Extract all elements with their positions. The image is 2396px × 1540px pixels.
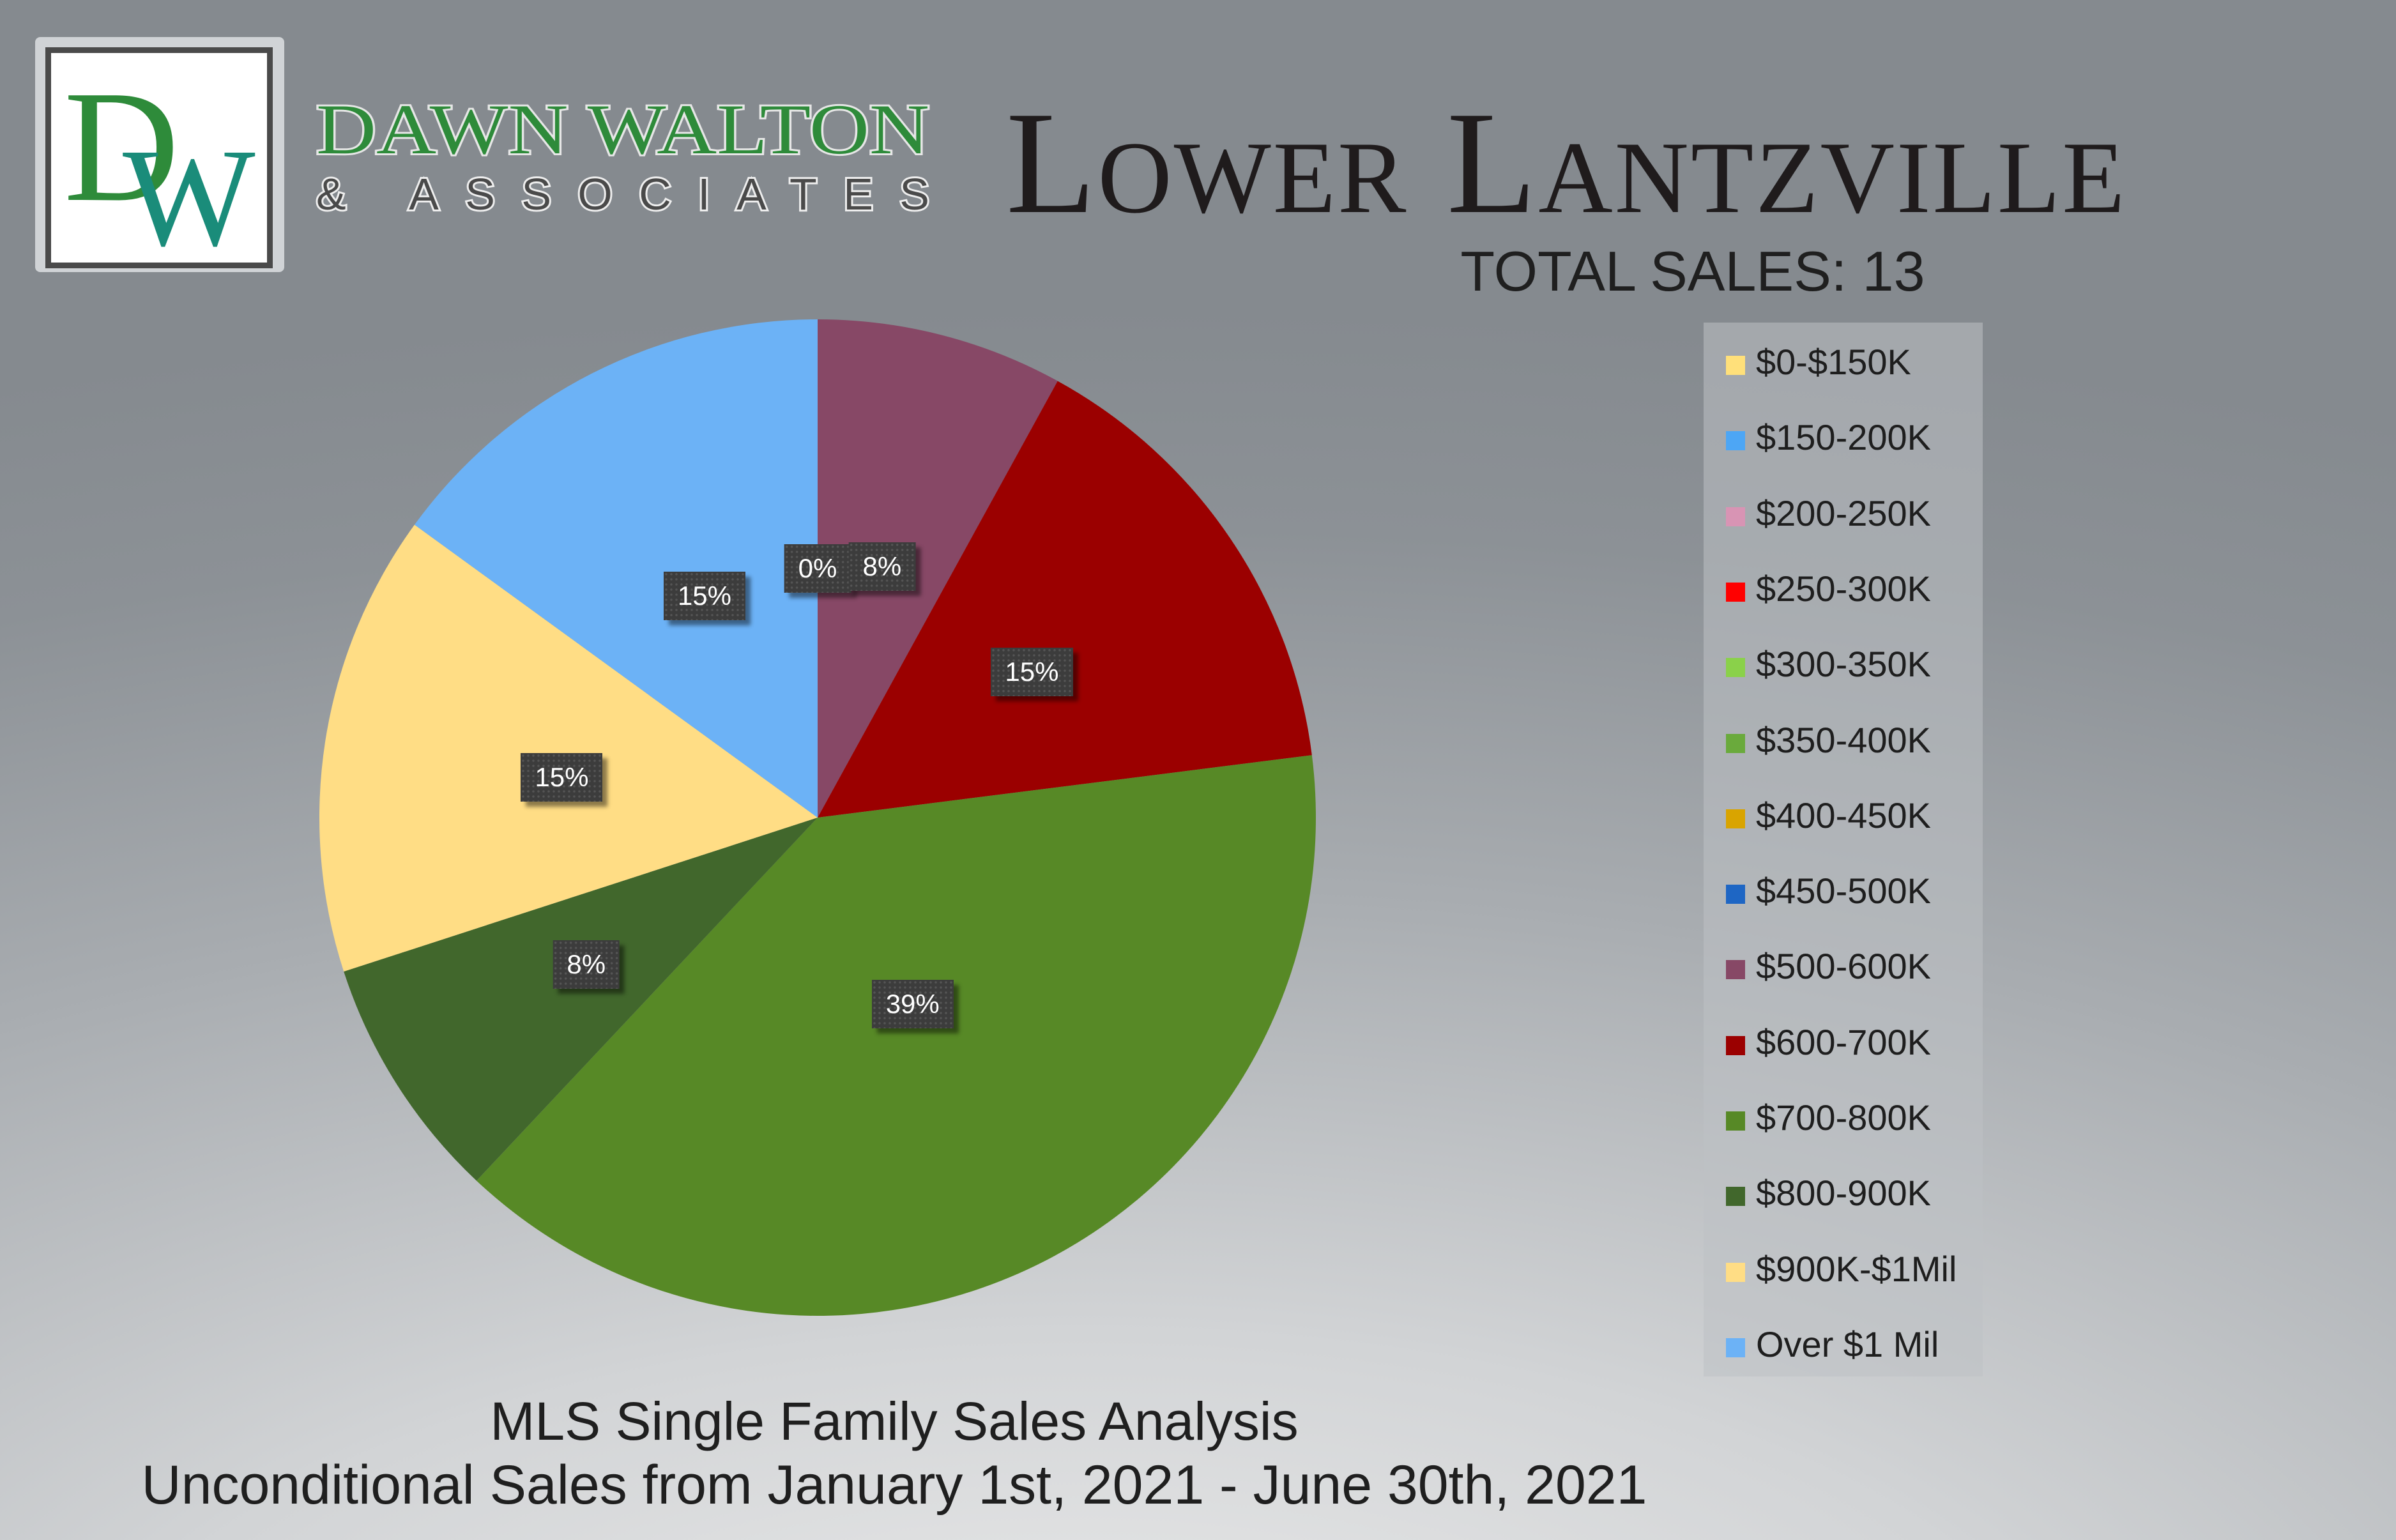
pie-slices (319, 319, 1316, 1316)
legend-swatch (1726, 507, 1745, 526)
legend-item-350-400k: $350-400K (1704, 715, 1983, 766)
legend-item-150-200k: $150-200K (1704, 412, 1983, 463)
legend-swatch (1726, 1262, 1745, 1282)
logo: D W (35, 37, 284, 272)
legend-label: $800-900K (1756, 1173, 1932, 1214)
pie-chart (319, 319, 1316, 1316)
legend-label: $900K-$1Mil (1756, 1248, 1957, 1289)
legend-item-600-700k: $600-700K (1704, 1017, 1983, 1068)
page-title: Lower Lantzville (1006, 81, 2127, 244)
legend-item-500-600k: $500-600K (1704, 941, 1983, 992)
legend-label: $250-300K (1756, 568, 1932, 609)
chart-legend: $0-$150K $150-200K $200-250K $250-300K $300-… (1704, 323, 1983, 1376)
legend-swatch (1726, 356, 1745, 375)
pie-slice-700-800k (477, 755, 1316, 1316)
brand-line-1: DAWN WALTON (316, 90, 929, 169)
legend-item-450-500k: $450-500K (1704, 865, 1983, 917)
legend-swatch (1726, 1035, 1745, 1055)
legend-label: $400-450K (1756, 795, 1932, 835)
data-label-0-150k: 0% (784, 544, 851, 593)
legend-swatch (1726, 658, 1745, 678)
legend-label: $500-600K (1756, 946, 1932, 987)
legend-label: $350-400K (1756, 719, 1932, 760)
legend-label: $200-250K (1756, 492, 1932, 533)
data-label-600-700k: 15% (991, 648, 1073, 697)
legend-swatch (1726, 809, 1745, 828)
legend-item-0-150k: $0-$150K (1704, 337, 1983, 388)
pie-slice-over-1-mil (414, 319, 818, 818)
legend-item-250-300k: $250-300K (1704, 563, 1983, 614)
pie-slice-800-900k (344, 818, 818, 1181)
total-sales: TOTAL SALES: 13 (1460, 240, 1925, 303)
legend-label: $150-200K (1756, 417, 1932, 458)
legend-swatch (1726, 885, 1745, 904)
legend-item-400-450k: $400-450K (1704, 790, 1983, 841)
pie-slice-500-600k (818, 319, 1058, 818)
legend-label: Over $1 Mil (1756, 1323, 1939, 1364)
legend-item-700-800k: $700-800K (1704, 1092, 1983, 1143)
legend-label: $450-500K (1756, 871, 1932, 911)
data-label-800-900k: 8% (553, 940, 620, 989)
legend-item-200-250k: $200-250K (1704, 488, 1983, 539)
legend-swatch (1726, 431, 1745, 451)
legend-swatch (1726, 733, 1745, 753)
legend-swatch (1726, 1338, 1745, 1357)
legend-item-900k-1mil: $900K-$1Mil (1704, 1244, 1983, 1295)
legend-label: $600-700K (1756, 1021, 1932, 1062)
logo-letter-w: W (123, 119, 256, 263)
legend-swatch (1726, 582, 1745, 602)
legend-item-over-1-mil: Over $1 Mil (1704, 1319, 1983, 1370)
legend-swatch (1726, 1111, 1745, 1131)
legend-item-800-900k: $800-900K (1704, 1168, 1983, 1219)
data-label-over-1-mil: 15% (663, 571, 745, 620)
logo-letter-d: D (64, 58, 179, 235)
legend-swatch (1726, 1187, 1745, 1207)
data-label-500-600k: 8% (848, 542, 916, 591)
legend-swatch (1726, 960, 1745, 980)
brand-line-2: & ASSOCIATES (316, 169, 929, 219)
data-label-700-800k: 39% (871, 979, 954, 1028)
data-label-900k-1mil: 15% (521, 752, 603, 802)
logo-monogram: D W (45, 47, 273, 268)
brand-name: DAWN WALTON & ASSOCIATES (314, 88, 942, 221)
legend-label: $0-$150K (1756, 342, 1911, 382)
pie-slice-600-700k (818, 381, 1312, 818)
chart-date-range: Unconditional Sales from January 1st, 20… (141, 1454, 1647, 1516)
legend-label: $300-350K (1756, 644, 1932, 685)
legend-item-300-350k: $300-350K (1704, 639, 1983, 690)
chart-subtitle: MLS Single Family Sales Analysis (490, 1391, 1299, 1451)
pie-slice-900k-1mil (319, 524, 818, 972)
legend-label: $700-800K (1756, 1097, 1932, 1138)
